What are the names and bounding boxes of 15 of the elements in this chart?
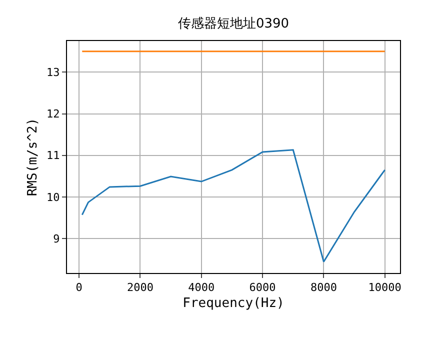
y-tick-label: 12 bbox=[46, 108, 60, 121]
x-tick-label: 0 bbox=[76, 281, 82, 294]
line-series bbox=[81, 149, 386, 263]
y-tick-label: 10 bbox=[46, 190, 60, 204]
x-tick-label: 6000 bbox=[249, 281, 276, 294]
chart-title: 传感器短地址0390 bbox=[178, 16, 290, 32]
y-tick-label: 9 bbox=[53, 232, 60, 246]
x-tick-label: 2000 bbox=[126, 281, 154, 294]
y-axis-title: RMS(m/s^2) bbox=[26, 118, 40, 196]
x-axis-title: Frequency(Hz) bbox=[182, 296, 284, 311]
y-tick-label: 11 bbox=[46, 149, 60, 162]
x-tick-label: 8000 bbox=[310, 281, 337, 294]
x-tick-label: 10000 bbox=[368, 281, 402, 294]
y-tick-label: 13 bbox=[46, 66, 60, 80]
x-tick-label: 4000 bbox=[188, 281, 215, 294]
